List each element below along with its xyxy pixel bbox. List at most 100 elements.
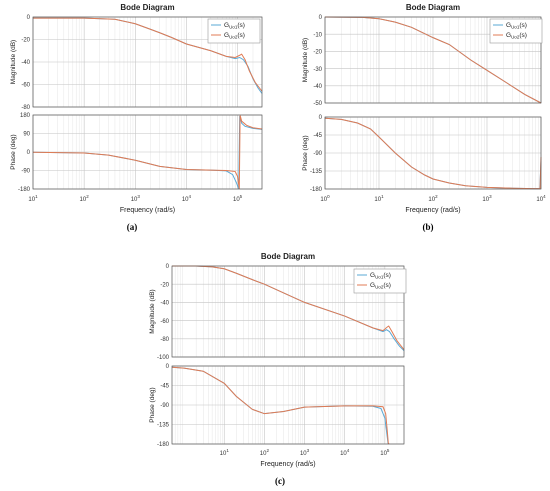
- x-tick-exponent: 2: [266, 448, 269, 453]
- magnitude-axes-frame: [324, 16, 542, 104]
- bode-chart-b: Bode Diagram 0 -10 -20 -30 -40 -50 Magnitude (d…: [302, 3, 546, 232]
- x-tick-base: 10: [536, 197, 543, 203]
- x-tick-exponent: 3: [137, 194, 140, 199]
- x-tick-exponent: 3: [307, 448, 310, 453]
- legend-label-sub: Uo2: [229, 35, 238, 40]
- chart-title: Bode Diagram: [120, 3, 174, 12]
- phase-tick-label: 180: [20, 113, 31, 119]
- legend-label-suffix: (s): [383, 282, 391, 289]
- x-tick-base: 10: [28, 197, 35, 203]
- x-tick-exponent: 4: [189, 194, 192, 199]
- x-tick-label: 104: [182, 194, 192, 203]
- legend-box: [207, 18, 261, 44]
- magnitude-tick-label: 0: [166, 264, 170, 270]
- phase-plot: 0 -45 -90 -135 -180 Phase (deg): [149, 364, 405, 448]
- x-axis-label: Frequency (rad/s): [260, 461, 315, 468]
- magnitude-series-line: [172, 265, 405, 351]
- x-tick-label: 102: [260, 448, 270, 457]
- x-tick-label: 103: [131, 194, 141, 203]
- phase-axes-frame: [324, 116, 542, 190]
- legend-box: [489, 18, 543, 44]
- magnitude-tick-label: -30: [313, 67, 322, 73]
- phase-tick-label: -135: [310, 169, 323, 175]
- chart-title: Bode Diagram: [406, 3, 460, 12]
- x-tick-base: 10: [220, 451, 227, 457]
- legend-label-sub: Uo2: [375, 285, 384, 290]
- phase-tick-label: 0: [319, 115, 323, 121]
- legend-label-base: G: [370, 282, 375, 289]
- legend-label: GUo1(s): [224, 22, 245, 30]
- legend-label-base: G: [224, 32, 229, 39]
- legend-label-base: G: [370, 272, 375, 279]
- phase-axis-label: Phase (deg): [149, 387, 156, 422]
- magnitude-axis-label: Magnitude (dB): [149, 289, 156, 333]
- phase-axis-label: Phase (deg): [10, 134, 17, 169]
- legend-label: GUo1(s): [370, 272, 391, 280]
- magnitude-axes-frame: [171, 265, 405, 358]
- x-tick-label: 101: [374, 194, 384, 203]
- x-tick-exponent: 3: [489, 194, 492, 199]
- phase-tick-label: -90: [313, 151, 322, 157]
- x-tick-exponent: 0: [327, 194, 330, 199]
- x-tick-label: 105: [233, 194, 243, 203]
- phase-tick-label: -180: [18, 187, 31, 193]
- bode-chart-c: Bode Diagram 0 -20 -40 -60 -80 -100 Magnitude (…: [149, 252, 407, 486]
- x-tick-exponent: 1: [226, 448, 229, 453]
- phase-plot: 180 90 0 -90 -180 Phase (deg): [10, 113, 263, 193]
- legend-label-suffix: (s): [519, 32, 527, 39]
- magnitude-tick-label: -40: [21, 60, 30, 66]
- phase-series-line: [32, 115, 263, 190]
- magnitude-tick-label: -10: [313, 32, 322, 38]
- phase-axis-label: Phase (deg): [302, 135, 309, 170]
- legend-label-sub: Uo1: [511, 25, 520, 30]
- x-tick-base: 10: [380, 451, 387, 457]
- x-tick-exponent: 2: [86, 194, 89, 199]
- x-tick-label: 102: [80, 194, 90, 203]
- legend-label-suffix: (s): [519, 22, 527, 29]
- phase-tick-label: 90: [23, 132, 30, 138]
- legend-label-base: G: [506, 32, 511, 39]
- phase-tick-label: -180: [157, 442, 170, 448]
- magnitude-tick-label: 0: [319, 15, 323, 21]
- phase-tick-label: -45: [313, 133, 322, 139]
- magnitude-axis-label: Magnitude (dB): [302, 38, 309, 82]
- magnitude-series-line: [324, 16, 542, 104]
- magnitude-axis-label: Magnitude (dB): [10, 40, 17, 84]
- phase-tick-label: -45: [160, 384, 169, 390]
- x-tick-label: 100: [320, 194, 330, 203]
- x-tick-label: 104: [536, 194, 546, 203]
- chart-title: Bode Diagram: [261, 252, 315, 261]
- magnitude-tick-label: -20: [21, 38, 30, 44]
- x-tick-base: 10: [80, 197, 87, 203]
- x-tick-label: 101: [28, 194, 38, 203]
- magnitude-tick-label: -100: [157, 355, 170, 361]
- magnitude-tick-label: -60: [21, 83, 30, 89]
- x-tick-base: 10: [482, 197, 489, 203]
- x-tick-base: 10: [233, 197, 240, 203]
- legend-box: [353, 268, 407, 294]
- legend: GUo1(s)GUo2(s): [489, 18, 543, 44]
- x-tick-base: 10: [340, 451, 347, 457]
- x-tick-label: 101: [220, 448, 230, 457]
- panel-label: (c): [275, 476, 285, 486]
- phase-axes-frame: [171, 365, 405, 445]
- magnitude-tick-label: -20: [313, 50, 322, 56]
- x-tick-label: 103: [300, 448, 310, 457]
- phase-series-line: [171, 366, 390, 445]
- x-tick-exponent: 4: [543, 194, 546, 199]
- magnitude-tick-label: -20: [160, 282, 169, 288]
- phase-tick-label: -90: [160, 403, 169, 409]
- magnitude-tick-label: -40: [313, 84, 322, 90]
- magnitude-axes-frame: [32, 16, 263, 108]
- magnitude-tick-label: -60: [160, 319, 169, 325]
- phase-series-line: [324, 117, 542, 190]
- x-tick-exponent: 5: [387, 448, 390, 453]
- magnitude-plot: 0 -20 -40 -60 -80 -100 Magnitude (dB): [149, 264, 405, 361]
- x-tick-base: 10: [374, 197, 381, 203]
- legend: GUo1(s)GUo2(s): [353, 268, 407, 294]
- x-tick-base: 10: [182, 197, 189, 203]
- legend-label: GUo2(s): [224, 32, 245, 40]
- legend-label-sub: Uo1: [375, 275, 384, 280]
- x-axis-label: Frequency (rad/s): [405, 207, 460, 214]
